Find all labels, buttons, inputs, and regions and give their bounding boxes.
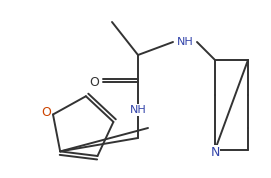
- Text: NH: NH: [130, 105, 146, 115]
- Text: O: O: [41, 106, 51, 119]
- Text: N: N: [210, 145, 220, 158]
- Text: O: O: [89, 75, 99, 88]
- Text: NH: NH: [177, 37, 193, 47]
